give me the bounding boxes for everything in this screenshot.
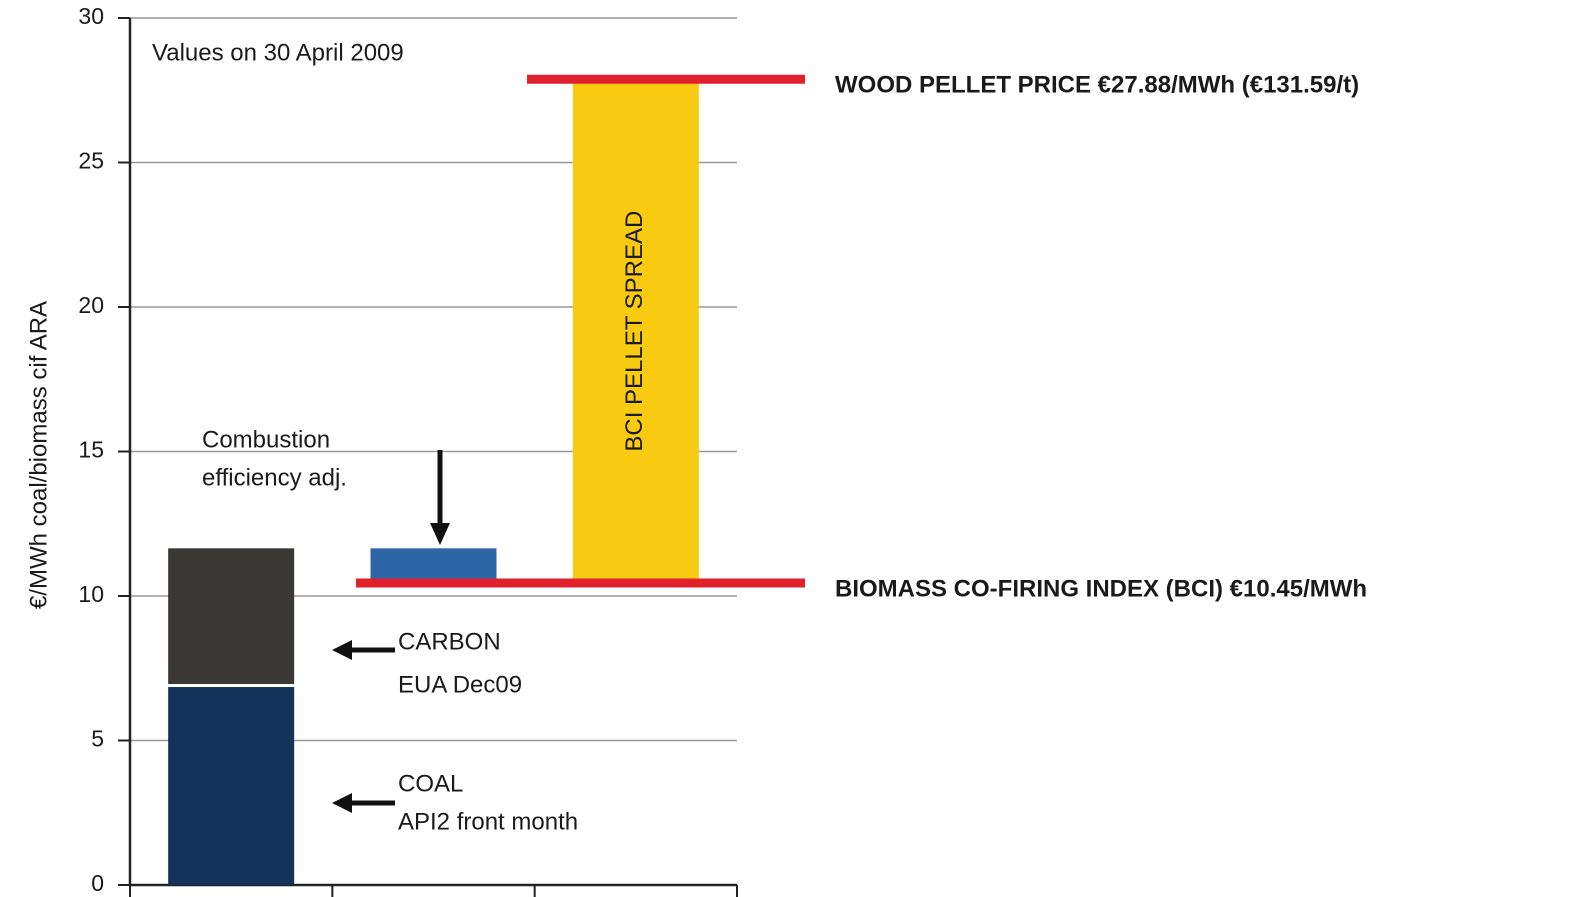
segment-label: BCI PELLET SPREAD	[621, 211, 648, 452]
segment-label: Combustion	[202, 426, 330, 453]
overlay: COAL API2 front month CARBON EUA Dec09 Combu…	[202, 72, 1367, 836]
y-tick-label: 20	[78, 292, 104, 318]
segment-label: COAL	[398, 770, 463, 797]
y-tick-label: 10	[78, 581, 104, 607]
arrows	[332, 450, 450, 813]
segment-label: efficiency adj.	[202, 464, 347, 491]
segment-label: API2 front month	[398, 808, 578, 835]
reference-label: BIOMASS CO-FIRING INDEX (BCI) €10.45/MWh	[835, 575, 1367, 602]
bars	[168, 79, 699, 885]
bar-segment	[168, 687, 295, 885]
segment-label: EUA Dec09	[398, 671, 522, 698]
chart-subtitle: Values on 30 April 2009	[152, 39, 404, 66]
bar-segment	[572, 79, 699, 583]
bar-segment	[168, 548, 295, 685]
segment-label: CARBON	[398, 628, 501, 655]
reference-label: WOOD PELLET PRICE €27.88/MWh (€131.59/t)	[835, 72, 1359, 99]
bar-segment	[370, 548, 497, 583]
y-tick-label: 25	[78, 148, 104, 174]
y-tick-label: 30	[78, 3, 104, 29]
y-axis-label: €/MWh coal/biomass cif ARA	[25, 301, 52, 609]
y-tick-label: 5	[91, 726, 104, 752]
y-tick-label: 15	[78, 437, 104, 463]
y-tick-label: 0	[91, 870, 104, 896]
